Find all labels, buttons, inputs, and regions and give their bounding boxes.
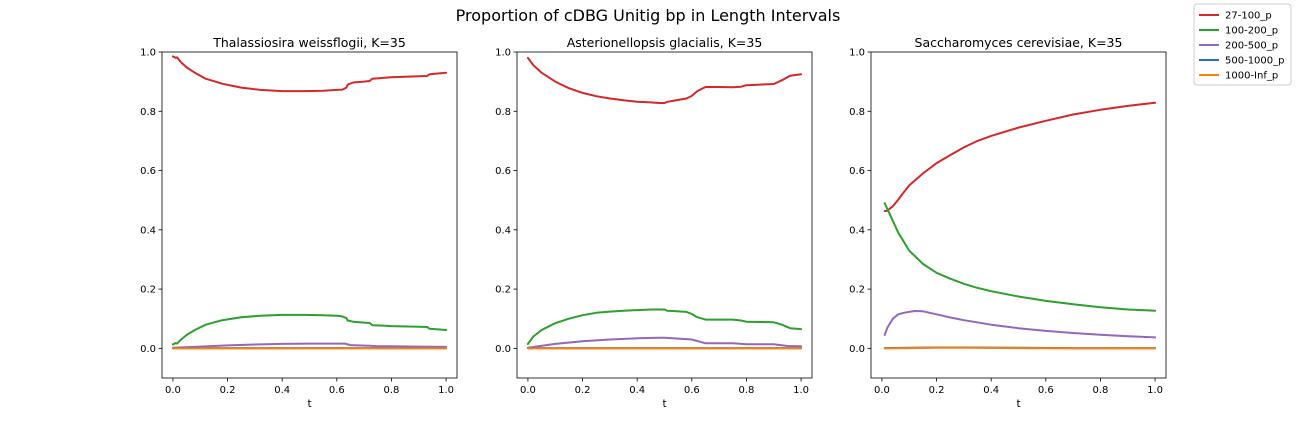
y-tick-label: 0.0 (495, 344, 511, 355)
y-tick-label: 0.4 (849, 225, 865, 236)
x-tick-label: 0.4 (274, 385, 290, 396)
x-tick-label: 0.0 (165, 385, 181, 396)
legend: 27-100_p 100-200_p 200-500_p 500-1000_p 1000… (1193, 3, 1292, 86)
x-axis-label: t (1016, 398, 1020, 410)
legend-label: 100-200_p (1225, 26, 1278, 37)
legend-label: 200-500_p (1225, 41, 1278, 52)
x-tick-label: 1.0 (438, 385, 454, 396)
x-tick-label: 0.6 (684, 385, 700, 396)
y-tick-label: 1.0 (140, 48, 156, 59)
y-tick-label: 0.8 (140, 107, 156, 118)
y-tick-label: 1.0 (495, 48, 511, 59)
subplots: Thalassiosira weissflogii, K=35 0.0 0.2 0.4… (140, 35, 1167, 410)
y-tick-label: 0.2 (495, 285, 511, 296)
y-tick-label: 1.0 (849, 48, 865, 59)
figure-suptitle: Proportion of cDBG Unitig bp in Length I… (456, 6, 841, 25)
x-tick-label: 0.4 (629, 385, 645, 396)
y-tick-label: 0.0 (140, 344, 156, 355)
x-tick-label: 0.6 (329, 385, 345, 396)
series-line-27-100_p (526, 56, 803, 104)
legend-label: 500-1000_p (1225, 56, 1285, 67)
x-axis-label: t (662, 398, 666, 410)
series-line-200-500_p (883, 310, 1157, 339)
x-tick-label: 0.8 (1092, 385, 1108, 396)
series-line-100-200_p (526, 308, 803, 345)
y-tick-label: 0.8 (495, 107, 511, 118)
y-tick-label: 0.8 (849, 107, 865, 118)
legend-label: 1000-Inf_p (1225, 71, 1278, 82)
subplot-1: Thalassiosira weissflogii, K=35 0.0 0.2 0.4… (140, 35, 458, 410)
series-lines (883, 101, 1157, 350)
x-tick-label: 1.0 (1147, 385, 1163, 396)
axes-frame (516, 51, 813, 379)
y-tick-label: 0.6 (495, 166, 511, 177)
series-lines (171, 55, 448, 350)
x-axis-label: t (307, 398, 311, 410)
x-tick-label: 0.2 (220, 385, 236, 396)
legend-label: 27-100_p (1225, 11, 1272, 22)
series-line-100-200_p (883, 202, 1157, 312)
x-tick-label: 0.0 (520, 385, 536, 396)
y-tick-label: 0.4 (495, 225, 511, 236)
subplot-title: Asterionellopsis glacialis, K=35 (567, 35, 763, 50)
y-tick-label: 0.6 (140, 166, 156, 177)
series-line-200-500_p (171, 342, 448, 349)
x-tick-label: 0.4 (983, 385, 999, 396)
y-tick-label: 0.6 (849, 166, 865, 177)
series-line-27-100_p (171, 55, 448, 93)
y-tick-label: 0.0 (849, 344, 865, 355)
x-tick-label: 0.2 (575, 385, 591, 396)
series-line-27-100_p (883, 101, 1157, 213)
y-tick-label: 0.2 (140, 285, 156, 296)
axes-frame (161, 51, 458, 379)
axes-frame (870, 51, 1167, 379)
x-tick-label: 0.2 (929, 385, 945, 396)
y-tick-label: 0.4 (140, 225, 156, 236)
x-tick-label: 0.8 (738, 385, 754, 396)
y-tick-label: 0.2 (849, 285, 865, 296)
subplot-2: Asterionellopsis glacialis, K=35 0.0 0.2 0.… (495, 35, 813, 410)
series-line-100-200_p (171, 313, 448, 346)
x-tick-label: 1.0 (793, 385, 809, 396)
series-line-200-500_p (526, 336, 803, 349)
subplot-title: Saccharomyces cerevisiae, K=35 (915, 35, 1123, 50)
subplot-3: Saccharomyces cerevisiae, K=35 0.0 0.2 0.4 0… (849, 35, 1167, 410)
series-lines (526, 56, 803, 350)
x-tick-label: 0.6 (1038, 385, 1054, 396)
subplot-title: Thalassiosira weissflogii, K=35 (212, 35, 406, 50)
x-tick-label: 0.8 (383, 385, 399, 396)
legend-box (1193, 3, 1292, 86)
x-tick-label: 0.0 (874, 385, 890, 396)
series-line-1000-Inf_p (883, 346, 1157, 350)
